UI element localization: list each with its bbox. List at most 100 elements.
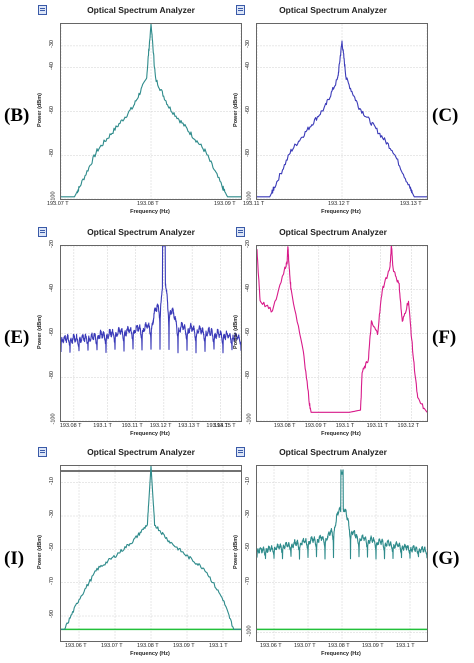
y-tick-label: -40 [48,61,55,70]
x-tick-label: 193.1 T [396,643,415,649]
x-tick-label: 193.09 T [304,423,327,429]
y-tick-label: -90 [48,610,55,618]
plot-svg [257,466,427,641]
x-tick-label: 193.09 T [362,643,384,649]
document-icon [38,5,47,15]
x-tick-label: 193.13 T [400,201,422,207]
y-tick-label: -50 [48,543,55,552]
x-tick-label: 193.14 T [206,423,229,429]
spectrum-trace [257,469,427,560]
figure-label-c: (C) [432,105,459,126]
x-tick-label: 193.08 T [59,423,82,429]
chart-panel-b: Optical Spectrum Analyzer -100 -80 -60 -40 -3… [37,5,244,220]
figure-label-b: (B) [4,105,30,126]
y-tick-label: -30 [48,510,55,518]
y-tick-label: -10 [48,476,55,485]
chart-title: Optical Spectrum Analyzer [87,447,195,457]
spectrum-trace [61,246,241,354]
document-icon [38,227,47,237]
y-tick-label: -50 [244,543,251,552]
plot-area [256,245,428,422]
x-tick-label: 193.06 T [65,643,87,649]
x-tick-label: 193.08 T [137,201,159,207]
y-axis-label: Power (dBm) [37,92,43,127]
y-axis-label: Power (dBm) [233,92,239,127]
y-axis-label: Power (dBm) [37,314,43,349]
plot-svg [257,246,427,421]
plot-area [256,465,428,642]
y-tick-label: -20 [244,240,251,248]
plot-area [60,245,242,422]
document-icon [38,447,47,457]
y-axis-label: Power (dBm) [233,534,239,569]
document-icon [236,5,245,15]
y-tick-label: -60 [48,105,55,114]
chart-panel-g: Optical Spectrum Analyzer -100 -70 -50 -30 -1… [233,447,430,662]
x-tick-label: 193.11 T [243,201,265,207]
y-tick-label: -30 [48,39,55,48]
y-tick-label: -20 [48,240,55,248]
x-tick-label: 193.12 T [328,201,350,207]
x-axis-label: Frequency (Hz) [321,209,361,215]
y-tick-label: -80 [48,371,55,380]
x-tick-label: 193.09 T [214,201,236,207]
plot-area [256,23,428,200]
chart-panel-f: Optical Spectrum Analyzer -100 -80 -60 -40 -2… [233,227,430,442]
x-tick-label: 193.07 T [294,643,316,649]
spectrum-trace [61,466,241,630]
x-axis-label: Frequency (Hz) [130,209,170,215]
y-tick-label: -10 [244,476,251,485]
y-tick-label: -60 [244,105,251,114]
x-axis-label: Frequency (Hz) [321,651,361,657]
plot-svg [61,246,241,421]
plot-svg [257,24,427,199]
x-tick-label: 193.11 T [121,423,143,429]
y-tick-label: -40 [244,61,251,70]
y-tick-label: -70 [48,576,55,585]
plot-svg [61,466,241,641]
y-tick-label: -80 [48,149,55,158]
chart-title: Optical Spectrum Analyzer [87,5,195,15]
x-tick-label: 193.1 T [93,423,112,429]
x-tick-label: 193.12 T [397,423,420,429]
figure-label-g: (G) [432,548,460,569]
plot-area [60,465,242,642]
x-tick-label: 193.07 T [47,201,69,207]
chart-title: Optical Spectrum Analyzer [279,227,387,237]
y-tick-label: -40 [48,283,55,292]
chart-panel-c: Optical Spectrum Analyzer -100 -80 -60 -40 -3… [233,5,430,220]
y-tick-label: -80 [244,371,251,380]
x-tick-label: 193.07 T [101,643,123,649]
chart-panel-e: Optical Spectrum Analyzer -100 -80 -60 -40 -2… [37,227,244,442]
x-tick-label: 193.08 T [328,643,350,649]
spectrum-trace [257,246,427,413]
chart-title: Optical Spectrum Analyzer [87,227,195,237]
y-axis-label: Power (dBm) [37,534,43,569]
y-tick-label: -100 [246,625,253,637]
y-tick-label: -70 [244,576,251,585]
x-tick-label: 193.08 T [137,643,159,649]
x-tick-label: 193.1 T [209,643,228,649]
y-tick-label: -30 [244,39,251,48]
plot-area [60,23,242,200]
document-icon [236,447,245,457]
y-tick-label: -60 [48,327,55,336]
x-tick-label: 193.06 T [260,643,282,649]
y-tick-label: -40 [244,283,251,292]
x-tick-label: 193.11 T [366,423,388,429]
x-tick-label: 193.08 T [273,423,296,429]
x-axis-label: Frequency (Hz) [130,651,170,657]
x-tick-label: 193.13 T [178,423,200,429]
figure-label-e: (E) [4,327,30,348]
spectrum-trace [61,24,241,198]
y-tick-label: -80 [244,149,251,158]
y-tick-label: -100 [246,413,253,425]
figure-label-i: (I) [4,548,25,569]
chart-title: Optical Spectrum Analyzer [279,447,387,457]
y-tick-label: -100 [50,413,57,425]
chart-title: Optical Spectrum Analyzer [279,5,387,15]
x-tick-label: 193.15 T [214,423,236,429]
x-tick-label: 193.09 T [173,643,195,649]
x-axis-label: Frequency (Hz) [130,431,170,437]
document-icon [236,227,245,237]
